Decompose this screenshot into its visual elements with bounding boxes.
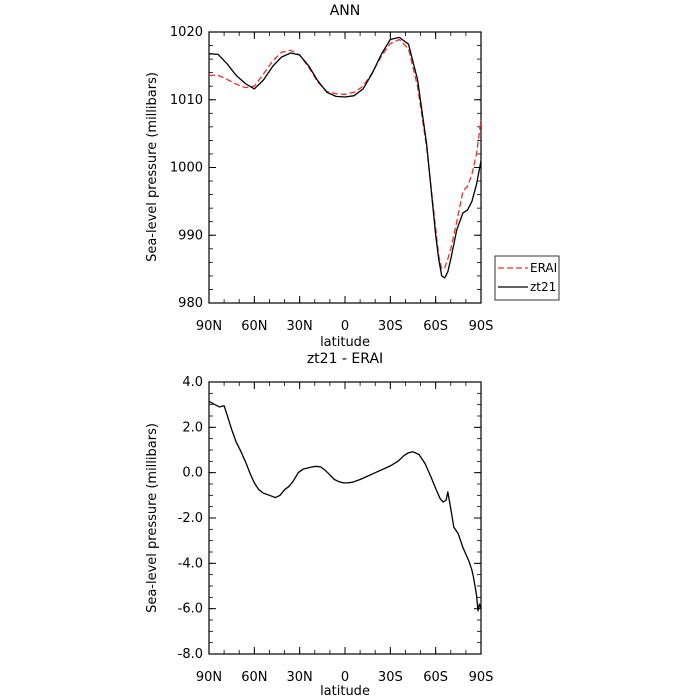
x-tick-label: 0 <box>341 670 349 685</box>
top-chart-ylabel: Sea-level pressure (millibars) <box>145 72 160 262</box>
legend: ERAI zt21 <box>494 255 560 301</box>
y-tick-label: 0.0 <box>182 466 203 481</box>
x-tick-label: 60S <box>423 319 448 334</box>
x-tick-label: 30S <box>378 670 403 685</box>
bottom-chart: zt21 - ERAI -8.0 -6.0 -4.0 -2.0 0.0 2.0 4.0 90… <box>145 351 493 699</box>
series-line-erai <box>209 38 482 270</box>
y-tick-label: 1010 <box>170 93 203 108</box>
y-tick-label: 980 <box>178 296 203 311</box>
top-chart-series <box>208 36 482 279</box>
y-tick-label: -2.0 <box>178 511 203 526</box>
top-chart-xlabel: latitude <box>320 335 370 350</box>
y-tick-label: -8.0 <box>178 647 203 662</box>
bottom-chart-xlabel: latitude <box>320 684 370 699</box>
y-tick-label: 1000 <box>170 161 203 176</box>
x-tick-label: 90N <box>196 670 222 685</box>
x-tick-label: 30N <box>287 319 313 334</box>
x-tick-label: 60S <box>423 670 448 685</box>
top-chart-title: ANN <box>330 3 361 19</box>
x-tick-label: 30S <box>378 319 403 334</box>
y-tick-label: -6.0 <box>178 602 203 617</box>
y-tick-label: 2.0 <box>182 420 203 435</box>
legend-label-erai: ERAI <box>530 261 557 275</box>
top-chart-y-axis: 980 990 1000 1010 1020 <box>170 25 481 311</box>
x-tick-label: 90S <box>469 319 494 334</box>
bottom-chart-y-axis: -8.0 -6.0 -4.0 -2.0 0.0 2.0 4.0 <box>178 375 481 662</box>
x-tick-label: 90S <box>469 670 494 685</box>
x-tick-label: 90N <box>196 319 222 334</box>
x-tick-label: 60N <box>241 319 267 334</box>
y-tick-label: 990 <box>178 228 203 243</box>
x-tick-label: 60N <box>241 670 267 685</box>
x-tick-label: 0 <box>341 319 349 334</box>
y-tick-label: 4.0 <box>182 375 203 390</box>
bottom-chart-x-axis: 90N 60N 30N 0 30S 60S 90S <box>196 382 494 685</box>
legend-box <box>494 255 560 301</box>
y-tick-label: -4.0 <box>178 556 203 571</box>
series-line-difference <box>208 400 482 612</box>
x-tick-label: 30N <box>287 670 313 685</box>
top-chart-frame <box>208 31 482 304</box>
bottom-chart-frame <box>208 381 482 655</box>
bottom-chart-series <box>208 400 482 612</box>
legend-label-zt21: zt21 <box>530 280 556 294</box>
series-line-zt21 <box>208 36 482 279</box>
top-chart-x-axis: 90N 60N 30N 0 30S 60S 90S <box>196 32 494 334</box>
bottom-chart-ylabel: Sea-level pressure (millibars) <box>145 423 160 613</box>
bottom-chart-title: zt21 - ERAI <box>307 351 383 367</box>
y-tick-label: 1020 <box>170 25 203 40</box>
